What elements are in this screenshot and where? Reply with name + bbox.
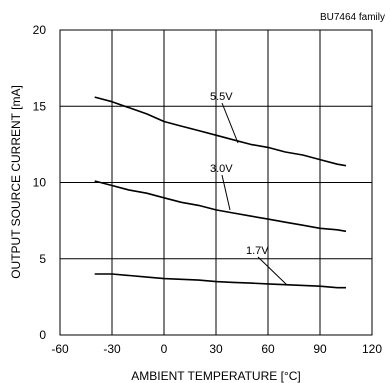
plot-frame xyxy=(59,29,373,336)
y-axis-title: OUTPUT SOURCE CURRENT [mA] xyxy=(9,85,23,279)
series-labels: 5.5V 3.0V 1.7V xyxy=(210,91,288,286)
device-family-label: BU7464 family xyxy=(320,12,385,23)
y-tick-label: 15 xyxy=(33,99,47,113)
x-tick-label: -60 xyxy=(51,342,69,356)
series-label: 1.7V xyxy=(246,245,269,257)
x-tick-label: 60 xyxy=(261,342,275,356)
series-line-3-0v xyxy=(94,180,347,233)
x-tick-label: -30 xyxy=(103,342,121,356)
grid xyxy=(59,29,373,336)
y-tick-label: 10 xyxy=(33,176,47,190)
series-label: 5.5V xyxy=(210,91,233,103)
x-axis-title: AMBIENT TEMPERATURE [°C] xyxy=(131,369,301,383)
x-tick-label: 0 xyxy=(161,342,168,356)
series-label-leader xyxy=(257,256,288,286)
x-tick-label: 120 xyxy=(362,342,382,356)
y-tick-labels: 0 5 10 15 20 xyxy=(33,23,47,342)
series-line-1-7v xyxy=(94,273,346,289)
series-line-5-5v xyxy=(94,96,347,167)
series-lines xyxy=(94,96,347,289)
series-label: 3.0V xyxy=(210,163,233,175)
y-tick-label: 5 xyxy=(39,252,46,266)
series-label-leader xyxy=(221,102,239,144)
y-tick-label: 20 xyxy=(33,23,47,37)
y-tick-label: 0 xyxy=(39,328,46,342)
x-tick-label: 30 xyxy=(209,342,223,356)
x-tick-labels: -60 -30 0 30 60 90 120 xyxy=(51,342,382,356)
x-tick-label: 90 xyxy=(313,342,327,356)
series-label-leader xyxy=(221,174,231,211)
